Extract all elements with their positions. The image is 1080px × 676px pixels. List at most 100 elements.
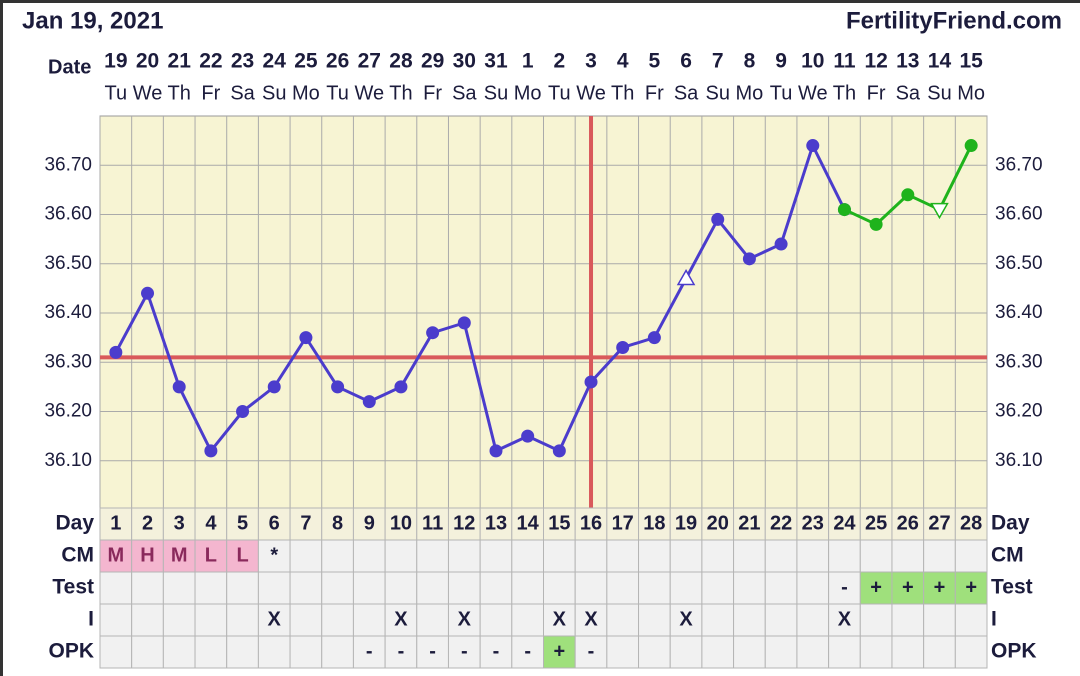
cell-value: - (429, 640, 436, 662)
weekday-label: Sa (230, 82, 255, 104)
table-cell (638, 539, 671, 573)
table-cell (447, 635, 481, 669)
cell-value: - (461, 640, 468, 662)
cell-value: + (553, 640, 565, 662)
table-cell (384, 603, 418, 637)
cell-value: + (934, 576, 946, 598)
weekday-label: Su (262, 82, 286, 104)
cell-value: X (458, 608, 472, 630)
day-number: 13 (485, 512, 507, 534)
table-cell (479, 603, 513, 637)
table-cell (321, 539, 354, 573)
table-cell (574, 603, 608, 637)
table-cell (511, 507, 545, 541)
date-label: 14 (928, 50, 952, 73)
temperature-point (362, 395, 376, 409)
temperature-point (676, 269, 696, 286)
table-cell (828, 539, 861, 573)
y-tick-label-right: 36.70 (995, 154, 1043, 175)
table-cell (99, 603, 133, 637)
temperature-point (774, 237, 788, 251)
temperature-point (930, 202, 949, 220)
weekday-label: Mo (957, 82, 985, 104)
date-label: 10 (801, 50, 824, 73)
cell-value: - (366, 640, 373, 662)
table-cell (796, 539, 830, 573)
table-cell (923, 539, 956, 573)
temperature-point (267, 380, 281, 394)
table-cell (923, 603, 956, 637)
table-cell (764, 603, 798, 637)
cell-value: M (108, 544, 125, 566)
date-label: 25 (294, 50, 318, 73)
date-label: 11 (833, 50, 856, 73)
weekday-label: Fr (645, 82, 664, 104)
day-number: 7 (300, 512, 311, 534)
date-label: 20 (136, 50, 159, 73)
y-tick-label: 36.60 (44, 204, 92, 225)
weekday-label: Su (927, 82, 951, 104)
table-cell (384, 571, 418, 605)
cell-value: - (493, 640, 500, 662)
weekday-label: Mo (736, 82, 764, 104)
date-label: 12 (864, 50, 887, 73)
y-tick-label: 36.50 (44, 253, 92, 274)
temperature-point (711, 212, 725, 226)
date-label: 30 (453, 50, 476, 73)
day-number: 23 (802, 512, 824, 534)
date-label: 19 (104, 50, 127, 73)
date-label: 15 (959, 50, 983, 73)
table-cell (638, 635, 671, 669)
y-tick-label-right: 36.40 (995, 302, 1043, 323)
day-number: 26 (897, 512, 919, 534)
cell-value: L (205, 544, 217, 566)
y-tick-label: 36.40 (44, 302, 92, 323)
table-cell (289, 571, 323, 605)
day-number: 21 (738, 512, 760, 534)
table-cell (733, 539, 766, 573)
day-number: 8 (332, 512, 343, 534)
cell-value: X (553, 608, 567, 630)
table-cell (701, 507, 735, 541)
cell-value: X (584, 608, 598, 630)
row-label-right: OPK (991, 640, 1037, 663)
date-label: 29 (421, 50, 444, 73)
cell-value: + (965, 576, 977, 598)
table-cell (606, 635, 640, 669)
weekday-label: Mo (514, 82, 542, 104)
table-cell (543, 539, 576, 573)
y-tick-label: 36.20 (44, 401, 92, 422)
day-number: 18 (643, 512, 665, 534)
weekday-label: We (354, 82, 384, 104)
cell-value: - (398, 640, 405, 662)
table-cell (289, 539, 323, 573)
cell-value: * (270, 544, 278, 566)
table-cell (131, 603, 164, 637)
temperature-point (742, 252, 756, 266)
weekday-label: Sa (452, 82, 477, 104)
table-cell (638, 571, 671, 605)
temperature-point (141, 286, 155, 300)
table-cell (511, 603, 545, 637)
weekday-label: Th (168, 82, 191, 104)
date-label: 13 (896, 50, 919, 73)
table-cell (321, 635, 354, 669)
table-cell (194, 571, 228, 605)
day-number: 11 (422, 512, 443, 534)
table-cell (669, 539, 703, 573)
table-cell (226, 603, 259, 637)
cell-value: L (236, 544, 248, 566)
table-cell (543, 635, 576, 669)
table-cell (447, 539, 481, 573)
table-cell (384, 539, 418, 573)
table-cell (574, 539, 608, 573)
weekday-label: Th (611, 82, 634, 104)
temperature-point (964, 139, 978, 153)
table-cell (954, 603, 988, 637)
table-cell (226, 635, 259, 669)
table-cell (511, 571, 545, 605)
table-cell (226, 571, 259, 605)
weekday-label: Tu (105, 82, 128, 104)
temperature-line (114, 141, 846, 454)
weekday-label: Fr (423, 82, 442, 104)
